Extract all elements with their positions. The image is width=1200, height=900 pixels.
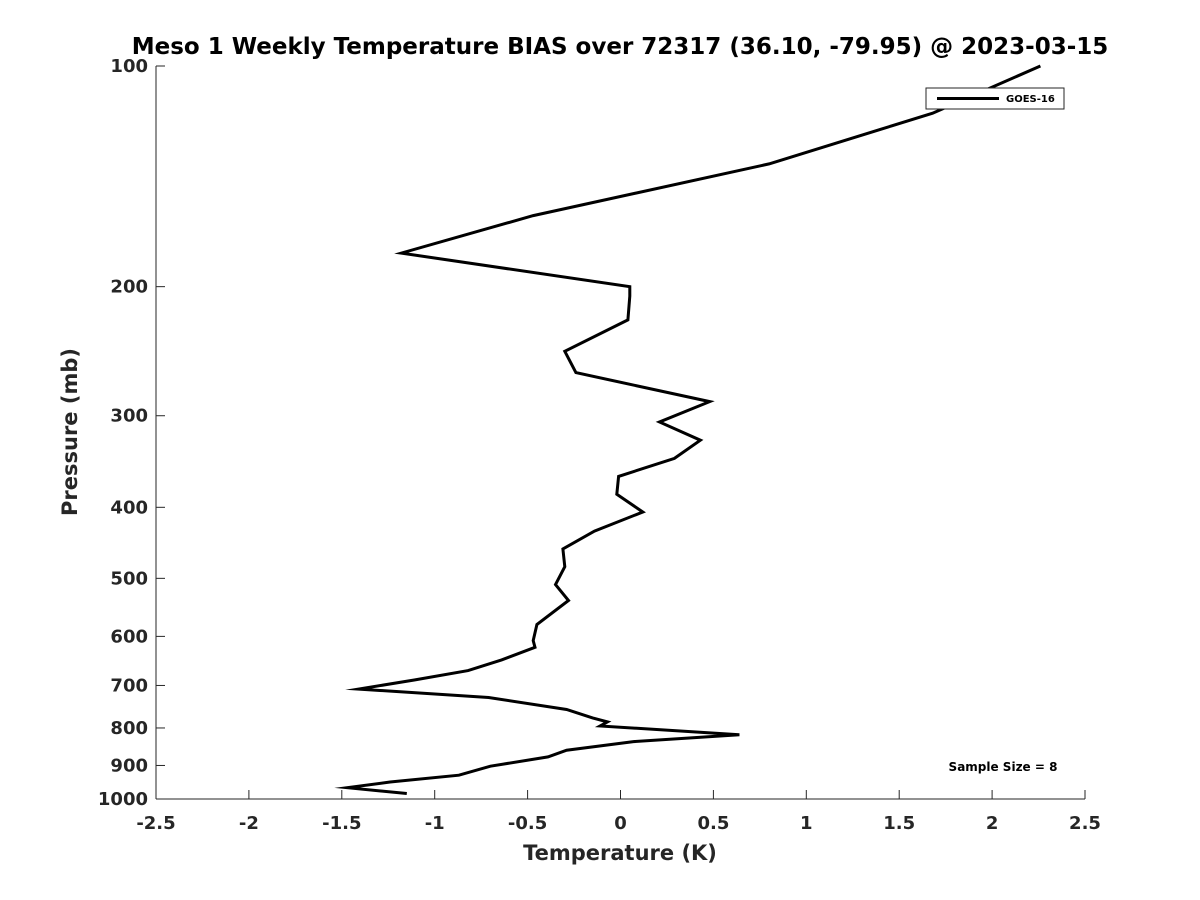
x-tick-label: 2.5 <box>1069 813 1101 834</box>
x-axis-label: Temperature (K) <box>523 841 717 865</box>
y-tick-label: 500 <box>110 568 148 589</box>
x-axis-ticks: -2.5 -2 -1.5 -1 -0.5 0 0.5 1 1.5 2 2.5 <box>136 790 1101 834</box>
y-tick-label: 800 <box>110 718 148 739</box>
x-tick-label: 1 <box>800 813 813 834</box>
y-tick-label: 1000 <box>98 789 148 810</box>
y-tick-label: 600 <box>110 626 148 647</box>
x-tick-label: -0.5 <box>508 813 547 834</box>
x-tick-label: 0.5 <box>697 813 729 834</box>
x-tick-label: -1 <box>425 813 445 834</box>
x-tick-label: -2.5 <box>136 813 175 834</box>
series-line-goes-16 <box>334 64 1042 795</box>
x-tick-label: 0 <box>614 813 627 834</box>
x-tick-label: 2 <box>986 813 999 834</box>
y-tick-label: 400 <box>110 497 148 518</box>
y-tick-label: 700 <box>110 675 148 696</box>
y-tick-label: 300 <box>110 406 148 427</box>
sample-size-annotation: Sample Size = 8 <box>949 760 1058 774</box>
y-axis-label: Pressure (mb) <box>58 348 82 516</box>
chart-title: Meso 1 Weekly Temperature BIAS over 7231… <box>132 34 1109 60</box>
y-tick-label: 900 <box>110 755 148 776</box>
legend: GOES-16 <box>925 87 1065 110</box>
plot-area: -2.5 -2 -1.5 -1 -0.5 0 0.5 1 1.5 2 2.5 100 200 300 40… <box>98 56 1101 834</box>
y-axis-ticks: 100 200 300 400 500 600 700 800 900 1000 <box>98 56 165 810</box>
legend-label-goes-16: GOES-16 <box>1006 94 1055 105</box>
y-tick-label: 200 <box>110 277 148 298</box>
x-tick-label: -2 <box>239 813 259 834</box>
x-tick-label: -1.5 <box>322 813 361 834</box>
x-tick-label: 1.5 <box>883 813 915 834</box>
y-tick-label: 100 <box>110 56 148 77</box>
series-layer <box>334 64 1042 795</box>
